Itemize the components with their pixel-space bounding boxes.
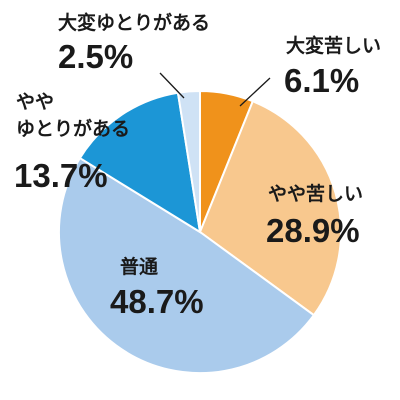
slice-label-value-5: 2.5% (58, 38, 133, 75)
slice-label-value-2: 28.9% (266, 212, 360, 249)
slice-label-name-5: 大変ゆとりがある (58, 11, 210, 34)
slice-label-name-2: やや苦しい (268, 182, 363, 205)
pie-slice-4 (78, 91, 202, 234)
leader-line-5 (159, 72, 185, 99)
pie-slice-3 (57, 156, 316, 374)
slice-label-name-4: やや (16, 91, 54, 113)
pie-slice-5 (176, 89, 201, 233)
slice-label-name-4: ゆとりがある (16, 117, 130, 140)
leader-line-1 (239, 77, 271, 107)
slice-label-value-4: 13.7% (14, 157, 108, 194)
pie-slice-2 (198, 99, 343, 317)
slice-label-name-3: 普通 (120, 255, 159, 278)
slice-label-value-3: 48.7% (110, 283, 204, 320)
slice-label-value-1: 6.1% (284, 62, 359, 99)
slice-label-name-1: 大変苦しい (286, 34, 381, 57)
